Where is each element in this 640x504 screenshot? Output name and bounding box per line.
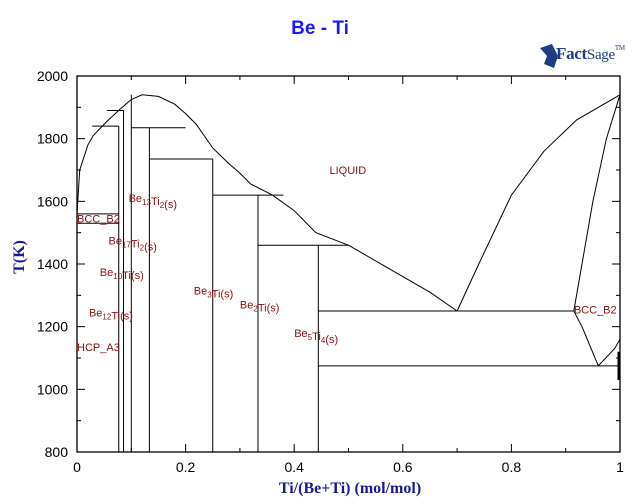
- logo-text: FactSageTM: [556, 44, 625, 64]
- y-tick-label: 2000: [37, 68, 68, 84]
- y-tick-label: 1000: [37, 381, 68, 397]
- phase-label: BCC_B2: [77, 214, 120, 226]
- bcc-boundary-lower-left: [573, 310, 599, 366]
- phase-label: Be10Ti(s): [100, 267, 144, 282]
- x-tick-label: 0.8: [502, 459, 522, 475]
- phase-label: BCC_B2: [574, 304, 617, 316]
- phase-label: LIQUID: [329, 165, 366, 177]
- phase-label: Be3Ti(s): [194, 286, 234, 301]
- x-tick-label: 0: [73, 459, 81, 475]
- y-tick-label: 1400: [37, 256, 68, 272]
- liquidus-right: [456, 94, 621, 312]
- bcc-boundary-lower-right: [597, 338, 621, 367]
- y-axis-label: T(K): [11, 240, 28, 274]
- phase-boundaries: [76, 94, 621, 452]
- logo-fact: Fact: [556, 44, 587, 63]
- phase-labels: LIQUID BCC_B2 BCC_B2 HCP_A3 Be13Ti2(s) Be17Ti…: [77, 165, 617, 354]
- phase-label: Be13Ti2(s): [129, 193, 177, 211]
- axis-ticks: 0 0.2 0.4 0.6 0.8 180010001200140016001800200…: [37, 68, 624, 475]
- x-axis-label: Ti/(Be+Ti) (mol/mol): [278, 480, 422, 497]
- factsage-logo-icon: [540, 44, 558, 68]
- phase-label: Be5Ti4(s): [294, 328, 338, 346]
- phase-label: Be2Ti(s): [240, 300, 280, 315]
- phase-label: Be17Ti2(s): [108, 236, 156, 254]
- plot-frame: [76, 75, 621, 453]
- x-tick-label: 1: [616, 459, 624, 475]
- logo-tm: TM: [614, 44, 625, 52]
- x-tick-label: 0.6: [393, 459, 413, 475]
- bcc-solvus: [573, 94, 621, 312]
- y-tick-label: 1600: [37, 193, 68, 209]
- x-tick-label: 0.2: [176, 459, 196, 475]
- y-tick-label: 1800: [37, 131, 68, 147]
- chart-title: Be - Ti: [291, 18, 349, 39]
- y-tick-label: 800: [45, 444, 69, 460]
- y-tick-label: 1200: [37, 319, 68, 335]
- factsage-logo: FactSageTM: [538, 42, 638, 72]
- phase-label: HCP_A3: [77, 342, 120, 354]
- logo-sage: Sage: [586, 47, 615, 63]
- x-tick-label: 0.4: [284, 459, 304, 475]
- phase-label: Be12Ti(s): [89, 308, 133, 323]
